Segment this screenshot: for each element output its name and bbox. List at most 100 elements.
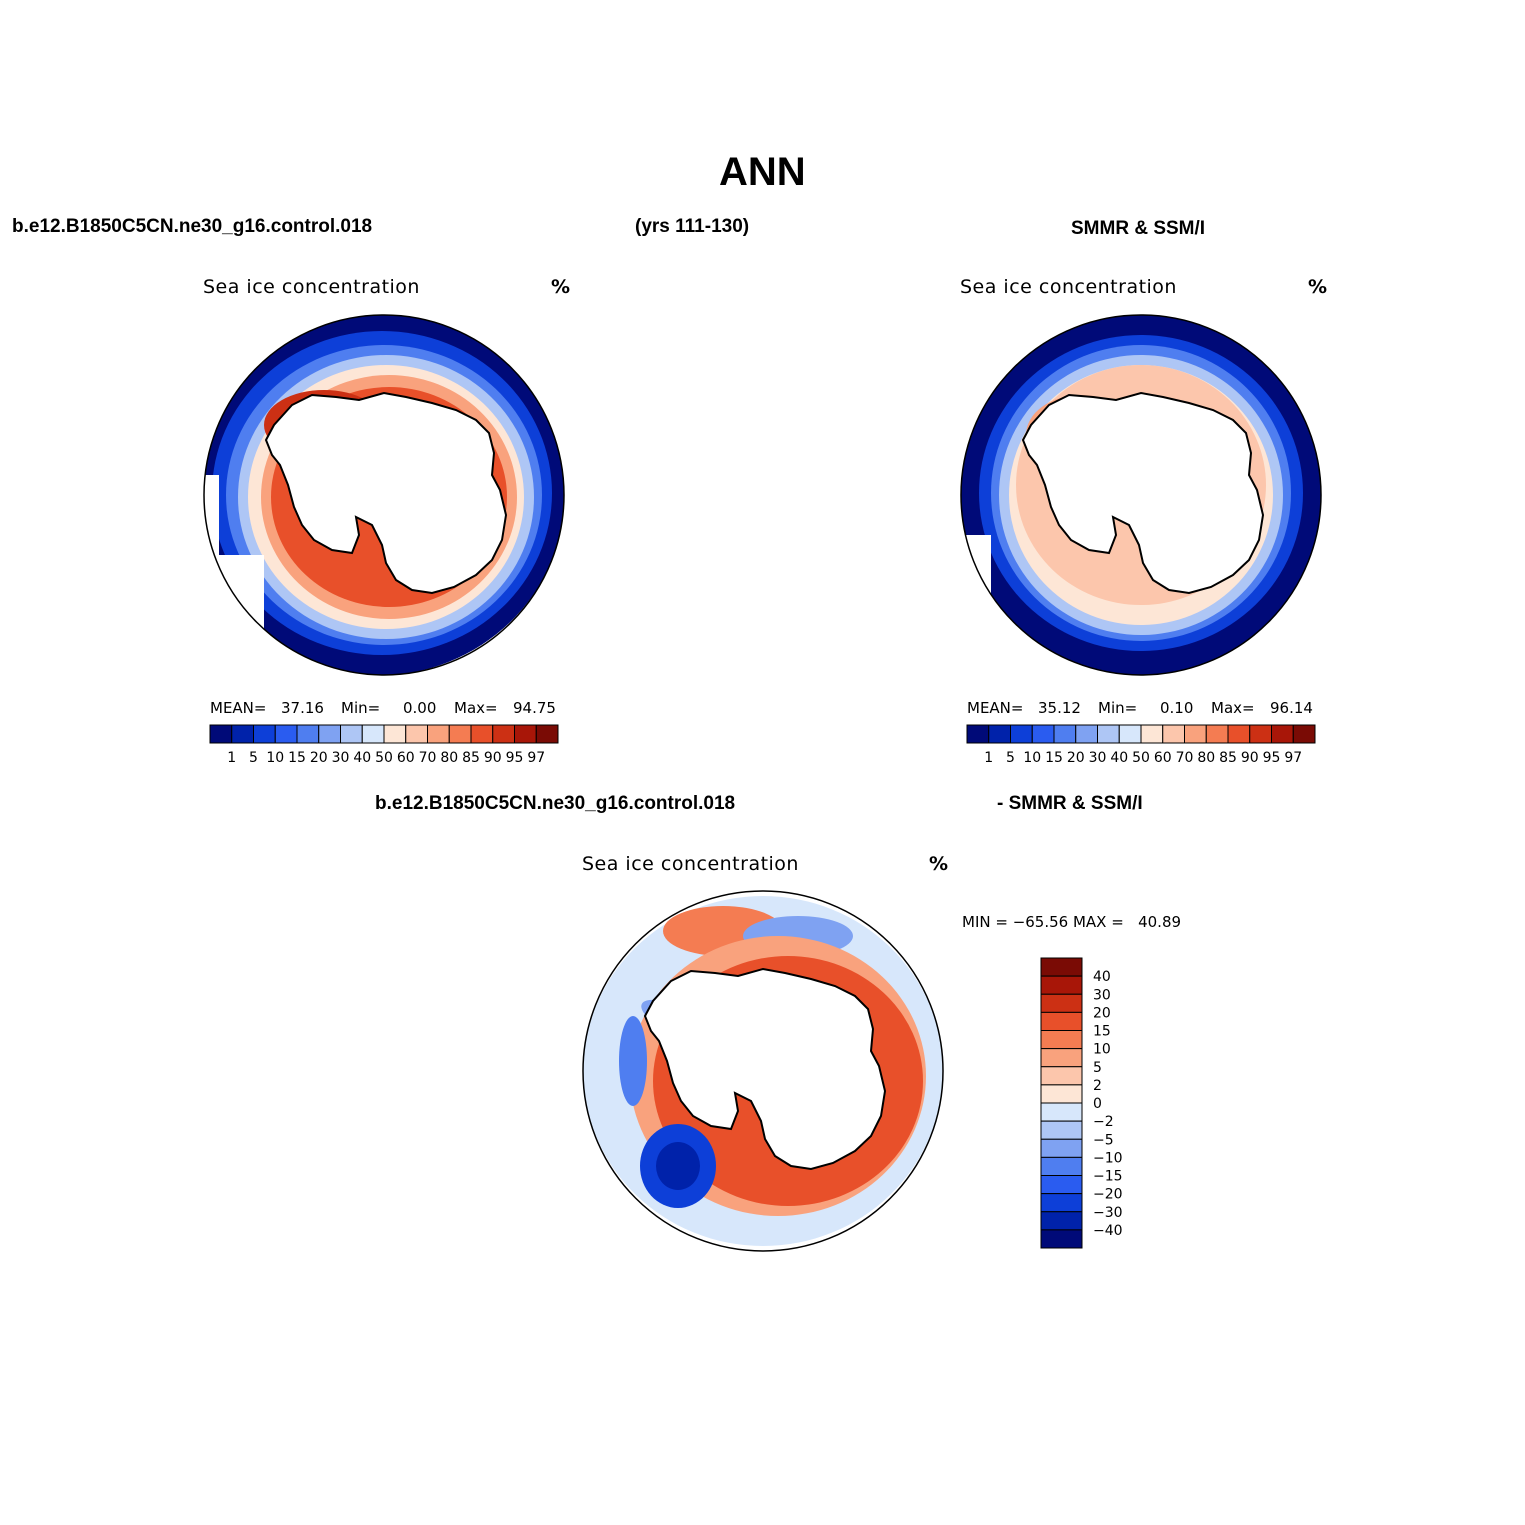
colorbar-swatch — [1031, 724, 1055, 744]
colorbar-swatch — [470, 724, 494, 744]
diff-map — [582, 890, 944, 1252]
obs-mean-label: MEAN= — [967, 699, 1024, 717]
colorbar-tick-label: 10 — [1023, 750, 1041, 766]
colorbar-swatch — [1249, 724, 1272, 744]
diff-minmax-label: MIN = −65.56 MAX = 40.89 — [962, 913, 1182, 931]
colorbar-swatch — [988, 724, 1011, 744]
colorbar-tick-label: 10 — [1093, 1042, 1111, 1058]
colorbar-swatch — [1227, 724, 1251, 744]
colorbar-tick-label: 80 — [1197, 750, 1215, 766]
colorbar-swatch — [427, 724, 450, 744]
colorbar-swatch — [1162, 724, 1185, 744]
colorbar-swatch — [535, 724, 559, 744]
colorbar-tick-label: 20 — [1093, 1005, 1111, 1021]
colorbar-swatch — [966, 724, 990, 744]
colorbar-swatch — [1118, 724, 1142, 744]
colorbar-swatch — [253, 724, 276, 744]
colorbar-tick-label: 70 — [419, 750, 437, 766]
colorbar-swatch — [1040, 1229, 1083, 1249]
colorbar-tick-label: −15 — [1093, 1169, 1123, 1185]
colorbar-tick-label: 70 — [1176, 750, 1194, 766]
colorbar-tick-label: 50 — [1132, 750, 1150, 766]
colorbar-swatch — [1205, 724, 1229, 744]
colorbar-tick-label: −2 — [1093, 1114, 1114, 1130]
colorbar-swatch — [1184, 724, 1207, 744]
colorbar-tick-label: 95 — [1263, 750, 1281, 766]
colorbar-swatch — [1010, 724, 1033, 744]
colorbar-tick-label: 40 — [1110, 750, 1128, 766]
colorbar-tick-label: 15 — [1093, 1024, 1111, 1040]
obs-min-value: 0.10 — [1160, 699, 1194, 717]
obs-var-label: Sea ice concentration — [960, 276, 1177, 298]
colorbar-swatch — [1040, 1066, 1083, 1086]
colorbar-swatch — [231, 724, 254, 744]
colorbar-swatch — [318, 724, 341, 744]
colorbar-tick-label: 15 — [1045, 750, 1063, 766]
obs-max-value: 96.14 — [1270, 699, 1313, 717]
colorbar-tick-label: 85 — [462, 750, 480, 766]
colorbar-swatch — [1097, 724, 1120, 744]
obs-unit-label: % — [1308, 276, 1328, 298]
diff-obs-label: - SMMR & SSM/I — [997, 793, 1143, 814]
colorbar-tick-label: 1 — [984, 750, 993, 766]
colorbar-tick-label: 20 — [310, 750, 328, 766]
colorbar-tick-label: 1 — [227, 750, 236, 766]
colorbar-tick-label: 5 — [1006, 750, 1015, 766]
colorbar-tick-label: 30 — [1093, 987, 1111, 1003]
colorbar-swatch — [1053, 724, 1077, 744]
colorbar-swatch — [274, 724, 298, 744]
colorbar-swatch — [1040, 975, 1083, 995]
colorbar-swatch — [1271, 724, 1294, 744]
colorbar-swatch — [1040, 957, 1083, 977]
colorbar-tick-label: 15 — [288, 750, 306, 766]
obs-mean-value: 35.12 — [1038, 699, 1081, 717]
colorbar-swatch — [1140, 724, 1164, 744]
model-max-value: 94.75 — [513, 699, 556, 717]
colorbar-swatch — [405, 724, 428, 744]
colorbar-swatch — [1040, 1138, 1083, 1158]
colorbar-tick-label: 90 — [1241, 750, 1259, 766]
colorbar-tick-label: 40 — [1093, 969, 1111, 985]
colorbar-swatch — [296, 724, 320, 744]
colorbar-tick-label: 95 — [506, 750, 524, 766]
colorbar-swatch — [514, 724, 537, 744]
model-unit-label: % — [551, 276, 571, 298]
figure-title: ANN — [719, 150, 806, 194]
colorbar-swatch — [209, 724, 233, 744]
obs-min-label: Min= — [1098, 699, 1138, 717]
colorbar-tick-label: −20 — [1093, 1187, 1123, 1203]
diff-case-label: b.e12.B1850C5CN.ne30_g16.control.018 — [375, 793, 736, 814]
model-map — [203, 314, 565, 676]
obs-colorbar: 1 5 10 15 20 30 40 50 60 70 80 85 90 95 97 — [966, 724, 1316, 766]
obs-max-label: Max= — [1211, 699, 1255, 717]
colorbar-swatch — [492, 724, 515, 744]
colorbar-tick-label: 30 — [1089, 750, 1107, 766]
colorbar-tick-label: 85 — [1219, 750, 1237, 766]
colorbar-swatch — [1040, 1193, 1083, 1213]
colorbar-swatch — [1040, 1120, 1083, 1140]
colorbar-tick-label: 80 — [440, 750, 458, 766]
obs-label: SMMR & SSM/I — [1071, 218, 1206, 239]
model-mean-label: MEAN= — [210, 699, 267, 717]
colorbar-swatch — [1040, 1048, 1083, 1068]
obs-map — [960, 314, 1322, 676]
colorbar-tick-label: 20 — [1067, 750, 1085, 766]
years-label: (yrs 111-130) — [635, 216, 750, 237]
colorbar-tick-label: 10 — [266, 750, 284, 766]
colorbar-swatch — [1040, 1211, 1083, 1231]
colorbar-swatch — [1040, 1084, 1083, 1104]
colorbar-tick-label: −30 — [1093, 1205, 1123, 1221]
colorbar-tick-label: −40 — [1093, 1223, 1123, 1239]
colorbar-swatch — [1040, 1030, 1083, 1050]
colorbar-tick-label: 97 — [1284, 750, 1302, 766]
colorbar-swatch — [1040, 1175, 1083, 1195]
colorbar-tick-label: 97 — [527, 750, 545, 766]
colorbar-swatch — [1040, 993, 1083, 1013]
colorbar-tick-label: 60 — [1154, 750, 1172, 766]
model-max-label: Max= — [454, 699, 498, 717]
colorbar-swatch — [340, 724, 363, 744]
colorbar-swatch — [1075, 724, 1098, 744]
colorbar-tick-label: 30 — [332, 750, 350, 766]
